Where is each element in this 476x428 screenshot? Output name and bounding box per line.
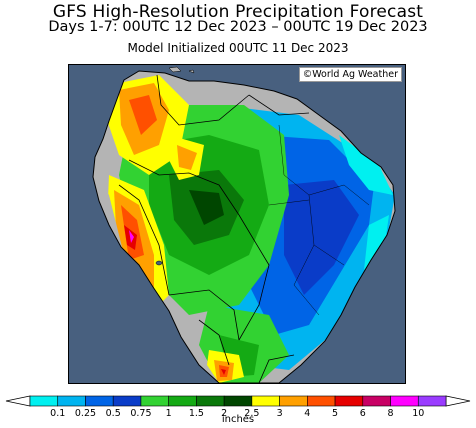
legend-swatch [279,395,308,407]
legend-units: inches [221,414,255,425]
legend-swatch [334,395,364,407]
legend-swatch [417,395,447,407]
legend-tick-label: 10 [412,408,424,416]
legend-swatch [390,395,419,407]
legend-tick-label: 8 [388,408,394,416]
legend-tick-label: 2 [221,408,227,416]
legend-swatch [196,395,225,407]
legend-swatch [140,395,169,407]
legend-swatch [362,395,391,407]
model-init-time: Model Initialized 00UTC 11 Dec 2023 [127,41,349,55]
legend-swatch [223,395,253,407]
precipitation-field [93,75,395,383]
precipitation-map: ©World Ag Weather [68,64,406,384]
legend-high-arrow [445,395,471,407]
legend-swatch [85,395,114,407]
forecast-period: Days 1-7: 00UTC 12 Dec 2023 – 00UTC 19 D… [48,19,428,35]
legend-tick-label: 5 [332,408,338,416]
legend-tick-label: 0.5 [106,408,121,416]
state-borders [268,124,370,316]
legend-tick-label: 4 [304,408,310,416]
legend-swatch [29,395,59,407]
legend-swatch [307,395,336,407]
legend-tick-label: 3 [277,408,283,416]
legend-swatch [57,395,86,407]
caribbean-islands [168,66,195,74]
legend-tick-label: 6 [360,408,366,416]
legend-tick-label: 1 [166,408,172,416]
legend-colorbar: 0.1 0.25 0.5 0.75 1 1.5 2 2.5 3 4 5 6 8 10 [5,395,471,419]
country-borders [118,74,310,383]
legend-swatch [251,395,280,407]
coastline [92,70,396,383]
map-graphic [92,66,396,383]
legend-tick-label: 0.1 [50,408,65,416]
legend-low-arrow [5,395,31,407]
legend-swatch [168,395,197,407]
legend-tick-label: 1.5 [189,408,204,416]
legend-tick-label: 2.5 [244,408,259,416]
lake-titicaca [155,260,163,266]
legend-tick-label: 0.25 [75,408,96,416]
map-title: GFS High-Resolution Precipitation Foreca… [52,2,424,22]
legend-swatch [112,395,142,407]
precipitation-legend: 0.1 0.25 0.5 0.75 1 1.5 2 2.5 3 4 5 6 8 10 [0,392,476,428]
legend-tick-label: 0.75 [130,408,151,416]
copyright-label: ©World Ag Weather [298,67,402,82]
